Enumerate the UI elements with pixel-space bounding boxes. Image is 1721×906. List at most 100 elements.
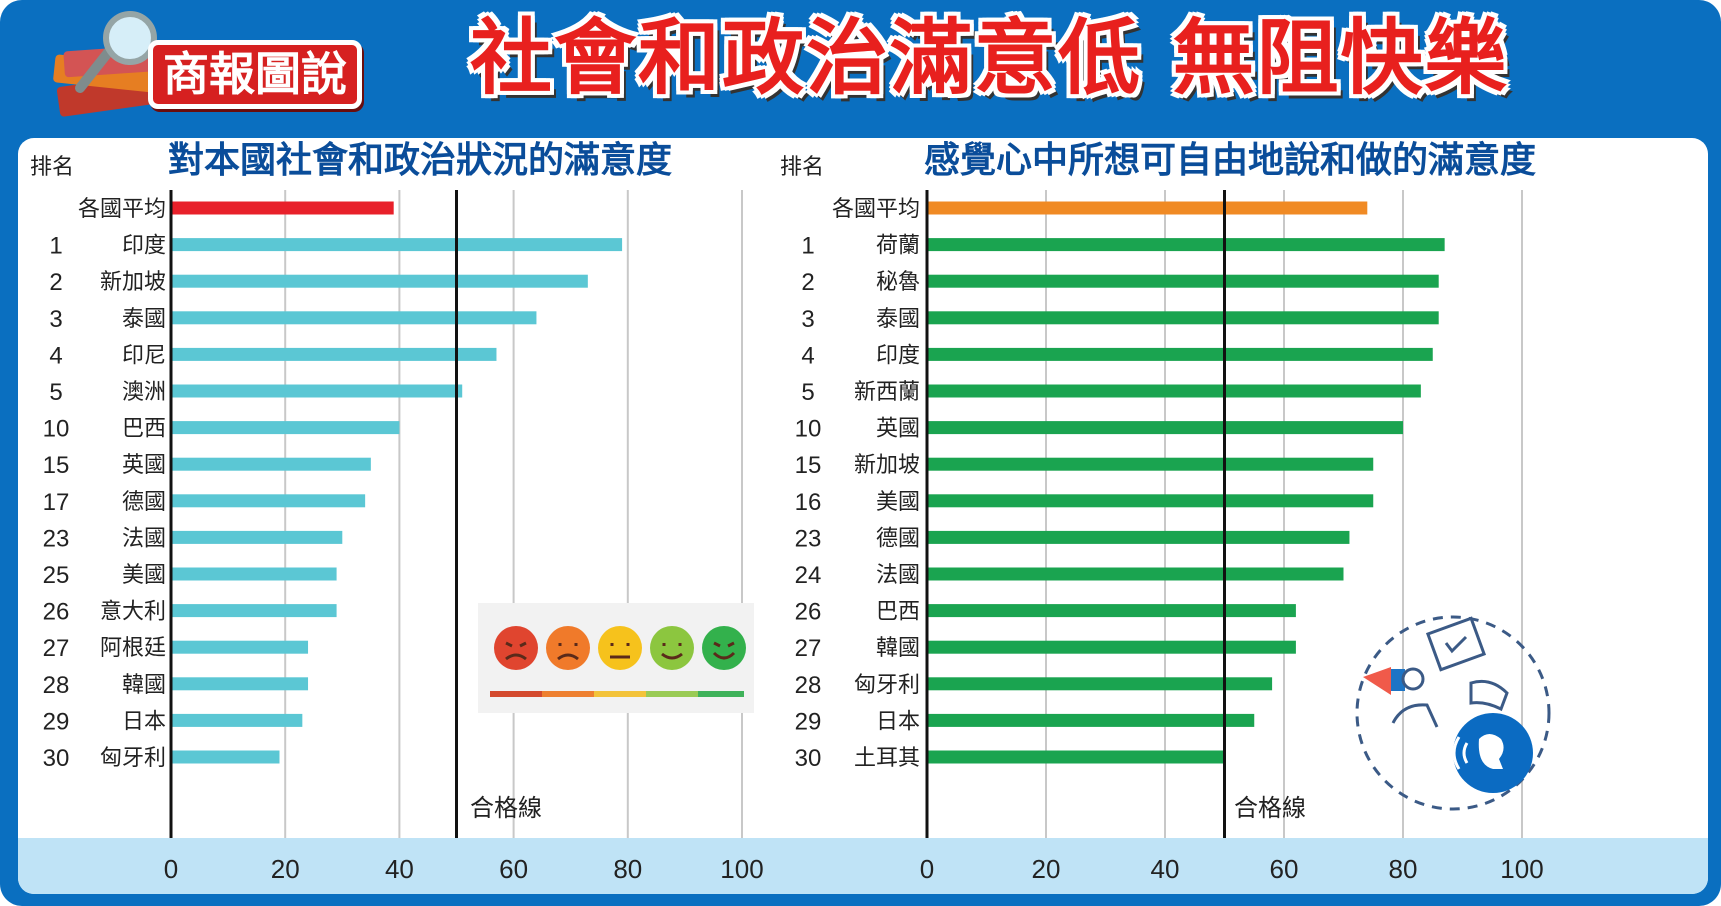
left-bar	[171, 677, 309, 691]
left-category-label: 泰國	[122, 307, 166, 332]
header: 商報圖說 社會和政治滿意低 無阻快樂	[0, 0, 1721, 132]
right-rank-label: 16	[795, 489, 822, 516]
right-bar	[927, 311, 1439, 325]
right-category-label: 印度	[876, 343, 920, 368]
left-rank-label: 10	[43, 416, 70, 443]
left-category-label: 阿根廷	[100, 636, 166, 661]
left-rank-label: 26	[43, 599, 70, 626]
left-rank-label: 25	[43, 562, 70, 589]
left-bar	[171, 347, 497, 361]
left-tick-label: 20	[271, 854, 300, 884]
right-rank-label: 23	[795, 525, 822, 552]
right-rank-label: 4	[801, 342, 814, 369]
right-bar	[927, 494, 1374, 508]
right-tick-label: 80	[1389, 854, 1418, 884]
left-category-label: 德國	[122, 490, 166, 515]
right-category-label: 巴西	[876, 600, 920, 625]
left-tick-label: 100	[720, 854, 763, 884]
left-rank-label: 29	[43, 708, 70, 735]
right-category-label: 泰國	[876, 307, 920, 332]
right-bar	[927, 750, 1225, 764]
free-speech-icon	[1355, 615, 1551, 811]
left-rank-label: 4	[49, 342, 62, 369]
left-bar	[171, 201, 394, 215]
right-tick-label: 60	[1270, 854, 1299, 884]
left-tick-label: 0	[164, 854, 178, 884]
right-category-label: 秘魯	[876, 270, 920, 295]
left-category-label: 英國	[122, 453, 166, 478]
left-category-label: 韓國	[122, 673, 166, 698]
right-bar	[927, 384, 1421, 398]
right-rank-label: 3	[801, 306, 814, 333]
left-bar	[171, 274, 588, 288]
right-bar	[927, 201, 1368, 215]
left-bar	[171, 457, 371, 471]
right-rank-label: 5	[801, 379, 814, 406]
right-tick-label: 100	[1500, 854, 1543, 884]
left-bar	[171, 384, 463, 398]
right-bar	[927, 713, 1255, 727]
left-category-label: 巴西	[122, 417, 166, 442]
left-rank-label: 30	[43, 745, 70, 772]
right-rank-label: 28	[795, 672, 822, 699]
left-category-label: 印度	[122, 234, 166, 259]
right-category-label: 美國	[876, 490, 920, 515]
left-rank-label: 23	[43, 525, 70, 552]
left-bar	[171, 311, 537, 325]
right-category-label: 各國平均	[832, 197, 920, 222]
right-tick-label: 0	[920, 854, 934, 884]
left-rank-header: 排名	[30, 155, 74, 180]
right-category-label: 日本	[876, 709, 920, 734]
left-rank-label: 17	[43, 489, 70, 516]
left-category-label: 澳洲	[122, 380, 166, 405]
right-bar	[927, 640, 1296, 654]
left-category-label: 新加坡	[100, 270, 166, 295]
left-tick-label: 60	[499, 854, 528, 884]
left-category-label: 意大利	[100, 600, 166, 625]
left-rank-label: 15	[43, 452, 70, 479]
right-category-label: 匈牙利	[854, 673, 920, 698]
left-tick-label: 80	[613, 854, 642, 884]
left-category-label: 法國	[122, 526, 166, 551]
axis-band	[18, 838, 1708, 894]
left-bar	[171, 238, 623, 252]
right-category-label: 荷蘭	[876, 234, 920, 259]
right-rank-label: 26	[795, 599, 822, 626]
left-rank-label: 5	[49, 379, 62, 406]
right-rank-label: 2	[801, 269, 814, 296]
left-gridlines	[284, 190, 743, 838]
badge-label: 商報圖說	[148, 40, 362, 109]
mood-scale-icon	[478, 603, 754, 713]
right-category-label: 土耳其	[854, 746, 920, 771]
left-chart-title: 對本國社會和政治狀況的滿意度	[168, 139, 672, 181]
left-rank-label: 1	[49, 233, 62, 260]
left-rank-label: 28	[43, 672, 70, 699]
right-bar	[927, 347, 1433, 361]
right-rank-label: 24	[795, 562, 822, 589]
right-rank-label: 30	[795, 745, 822, 772]
right-bar	[927, 604, 1296, 618]
left-category-label: 美國	[122, 563, 166, 588]
right-rank-label: 29	[795, 708, 822, 735]
right-category-label: 德國	[876, 526, 920, 551]
right-category-label: 法國	[876, 563, 920, 588]
right-bar	[927, 530, 1350, 544]
right-chart-title: 感覺心中所想可自由地說和做的滿意度	[924, 139, 1536, 181]
left-tick-label: 40	[385, 854, 414, 884]
left-rank-label: 27	[43, 635, 70, 662]
left-bar	[171, 530, 343, 544]
right-bar	[927, 457, 1374, 471]
left-rank-label: 2	[49, 269, 62, 296]
left-bar	[171, 640, 309, 654]
left-bar	[171, 604, 337, 618]
left-category-label: 印尼	[122, 343, 166, 368]
right-category-label: 英國	[876, 417, 920, 442]
right-bar	[927, 677, 1273, 691]
chart-panel: 排名 對本國社會和政治狀況的滿意度 各國平均印度 1 新加坡 2 泰國 3 印尼 4 澳洲 5 巴西…	[18, 138, 1708, 894]
left-ticks: 0 20 40 60 80 100	[164, 854, 764, 884]
right-rank-label: 27	[795, 635, 822, 662]
